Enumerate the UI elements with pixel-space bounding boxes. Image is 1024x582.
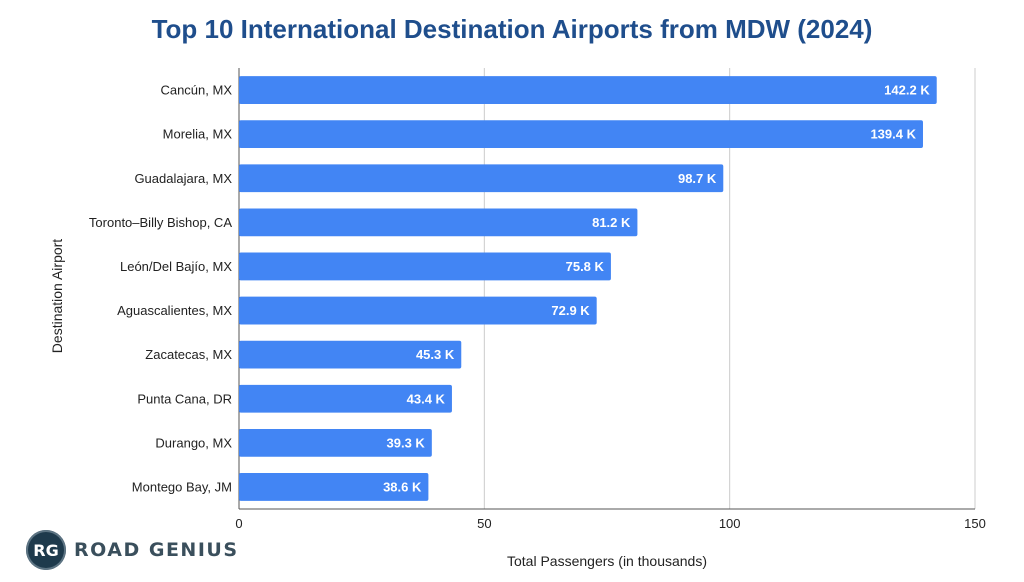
data-label: 142.2 K [884, 83, 930, 98]
data-label: 43.4 K [407, 391, 446, 406]
data-label: 139.4 K [870, 127, 916, 142]
data-label: 38.6 K [383, 479, 422, 494]
bar [239, 296, 597, 325]
category-label: Punta Cana, DR [137, 391, 232, 406]
bar [239, 164, 724, 193]
x-tick-label: 50 [477, 516, 491, 531]
category-label: Guadalajara, MX [134, 171, 232, 186]
bar [239, 384, 452, 413]
brand-badge-icon: RG [26, 530, 66, 570]
category-label: Toronto–Billy Bishop, CA [89, 215, 232, 230]
bar [239, 208, 638, 237]
x-tick-label: 100 [719, 516, 741, 531]
data-label: 72.9 K [551, 303, 590, 318]
data-label: 39.3 K [387, 435, 426, 450]
category-label: Morelia, MX [163, 127, 233, 142]
y-axis-title: Destination Airport [49, 239, 65, 354]
chart-title: Top 10 International Destination Airport… [151, 14, 873, 44]
category-label: Durango, MX [155, 435, 232, 450]
brand-logo: RG ROAD GENIUS [26, 530, 239, 570]
bar [239, 252, 611, 281]
x-tick-label: 150 [964, 516, 986, 531]
bar [239, 473, 429, 501]
bar [239, 120, 923, 149]
category-label: Zacatecas, MX [145, 347, 232, 362]
category-label: Cancún, MX [160, 83, 232, 98]
data-label: 45.3 K [416, 347, 455, 362]
labels: 0 50 100 150 Cancún, MX 142.2 K Morelia, MX 139… [89, 83, 986, 531]
category-label: Montego Bay, JM [132, 479, 232, 494]
data-label: 75.8 K [566, 259, 605, 274]
category-label: León/Del Bajío, MX [120, 259, 232, 274]
x-axis-title: Total Passengers (in thousands) [507, 553, 707, 569]
bars [239, 76, 937, 501]
bar [239, 76, 937, 104]
x-tick-label: 0 [235, 516, 242, 531]
data-label: 98.7 K [678, 171, 717, 186]
brand-name: ROAD GENIUS [74, 539, 239, 561]
data-label: 81.2 K [592, 215, 631, 230]
category-label: Aguascalientes, MX [117, 303, 232, 318]
bar [239, 428, 432, 457]
bar [239, 340, 462, 369]
